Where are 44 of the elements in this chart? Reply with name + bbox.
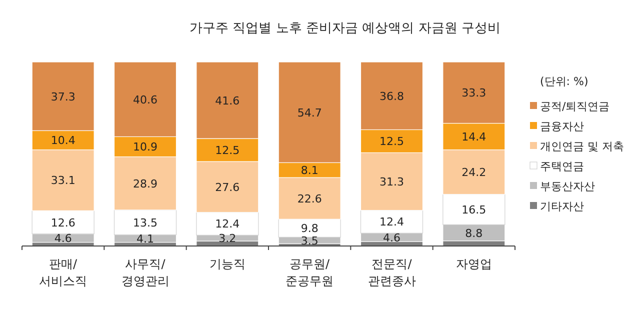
data-label: 12.4 [380, 216, 404, 229]
data-label: 4.6 [54, 232, 72, 246]
data-label: 12.5 [380, 135, 404, 148]
x-tick-label: 기능직 [209, 257, 246, 271]
legend-title: (단위: %) [540, 75, 588, 88]
data-label: 37.3 [50, 90, 76, 104]
data-label: 8.1 [300, 164, 318, 178]
data-label: 41.6 [215, 94, 240, 108]
chart-title: 가구주 직업별 노후 준비자금 예상액의 자금원 구성비 [190, 21, 500, 36]
data-label: 40.6 [133, 93, 158, 106]
data-label: 33.1 [50, 174, 76, 188]
data-label: 12.5 [215, 144, 240, 158]
data-label: 36.8 [380, 90, 404, 103]
data-label: 8.8 [465, 226, 483, 240]
data-label: 31.3 [380, 176, 404, 189]
legend-label: 개인연금 및 저축 [540, 140, 624, 153]
legend-label: 공적/퇴직연금 [540, 100, 610, 113]
legend-label: 금융자산 [540, 120, 584, 133]
data-label: 54.7 [297, 106, 322, 120]
legend-label: 기타자산 [540, 200, 584, 213]
data-label: 24.2 [462, 166, 486, 180]
data-label: 12.6 [50, 216, 76, 230]
data-label: 12.4 [215, 218, 240, 231]
data-label: 16.5 [462, 203, 486, 216]
data-label: 22.6 [297, 192, 322, 206]
data-label: 27.6 [215, 180, 240, 194]
data-label: 13.5 [133, 216, 158, 230]
data-label: 10.9 [133, 140, 158, 154]
x-tick-label: 자영업 [456, 257, 492, 271]
data-label: 3.5 [300, 234, 318, 248]
data-label: 14.4 [462, 130, 486, 144]
data-label: 4.1 [136, 232, 154, 246]
x-tick-label: 판매/서비스직 [39, 257, 88, 288]
legend-label: 주택연금 [540, 160, 584, 173]
data-label: 28.9 [133, 177, 158, 190]
data-label: 3.2 [218, 232, 236, 246]
data-label: 33.3 [462, 86, 486, 100]
data-label: 9.8 [300, 222, 318, 236]
x-tick-label: 공무원/준공무원 [286, 257, 334, 288]
data-label: 10.4 [50, 134, 76, 148]
x-tick-label: 전문직/관련종사 [368, 257, 416, 288]
legend-label: 부동산자산 [540, 180, 595, 193]
data-label: 4.6 [383, 231, 400, 244]
x-tick-label: 사무직/경영관리 [121, 257, 170, 288]
